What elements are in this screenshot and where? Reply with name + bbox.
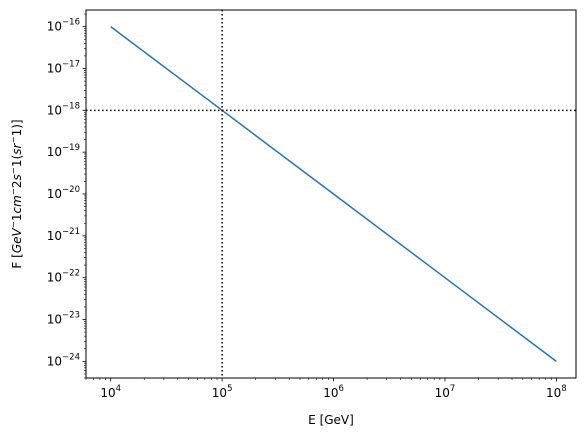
y-tick-label: 10−16 (47, 18, 80, 34)
y-axis-label: F [GeV−1cm−2s−1(sr−1)] (9, 119, 24, 268)
x-tick-label: 105 (212, 384, 233, 400)
y-tick-label: 10−18 (47, 101, 80, 117)
y-tick-label: 10−23 (47, 311, 80, 327)
x-tick-label: 108 (546, 384, 567, 400)
x-axis-label: E [GeV] (308, 413, 354, 427)
y-tick-label: 10−22 (47, 269, 80, 285)
x-tick-label: 107 (435, 384, 456, 400)
x-tick-label: 106 (323, 384, 344, 400)
y-tick-label: 10−17 (47, 59, 80, 75)
x-tick-label: 104 (100, 384, 121, 400)
series-line-0 (110, 26, 557, 362)
y-tick-label: 10−24 (47, 352, 80, 368)
y-tick-label: 10−20 (47, 185, 80, 201)
y-tick-label: 10−21 (47, 227, 80, 243)
y-tick-label: 10−19 (47, 143, 80, 159)
